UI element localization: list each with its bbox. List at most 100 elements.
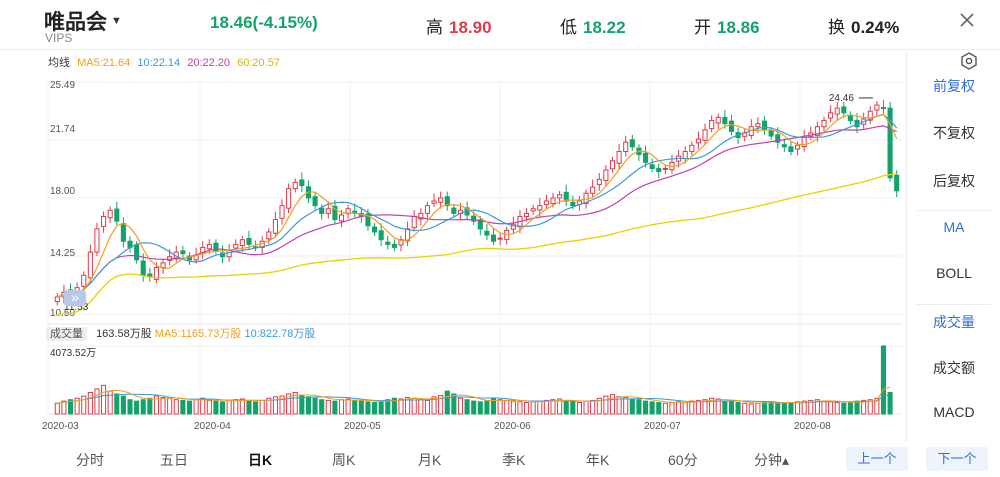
volume-bar bbox=[781, 402, 787, 415]
volume-ma10: 10:822.78万股 bbox=[244, 328, 316, 340]
candle bbox=[391, 243, 397, 248]
volume-bar bbox=[101, 384, 107, 415]
volume-bar bbox=[405, 397, 411, 415]
open-value: 18.86 bbox=[717, 18, 760, 37]
volume-bar bbox=[391, 397, 397, 415]
volume-bar bbox=[140, 399, 146, 415]
high-stat: 高 18.90 bbox=[426, 13, 492, 38]
tab-wuri[interactable]: 五日 bbox=[160, 452, 188, 468]
volume-bar bbox=[424, 399, 430, 415]
candle bbox=[431, 200, 437, 204]
volume-bar bbox=[180, 399, 186, 415]
open-stat: 开 18.86 bbox=[694, 13, 760, 38]
candle bbox=[689, 144, 695, 152]
volume-bar bbox=[54, 402, 60, 415]
candle bbox=[338, 214, 345, 222]
volume-bar bbox=[94, 388, 100, 415]
candle bbox=[471, 215, 477, 222]
close-icon[interactable] bbox=[957, 10, 977, 30]
candle bbox=[847, 114, 853, 122]
volume-bar bbox=[451, 393, 457, 415]
volume-bar bbox=[200, 397, 206, 415]
ma5-value: MA5:21.64 bbox=[77, 57, 131, 69]
candle bbox=[405, 228, 411, 242]
volume-bar bbox=[609, 394, 616, 415]
tab-zhouk[interactable]: 周K bbox=[332, 452, 356, 468]
candle bbox=[887, 107, 893, 179]
settings-gear-icon[interactable] bbox=[960, 52, 978, 70]
volume-bar bbox=[801, 400, 807, 415]
volume-bar bbox=[887, 392, 893, 415]
volume-bar bbox=[808, 399, 814, 415]
next-button[interactable]: 下一个 bbox=[926, 447, 988, 471]
volume-bar bbox=[87, 392, 93, 415]
candle bbox=[623, 141, 629, 152]
volume-bar bbox=[74, 397, 80, 415]
stock-name-selector[interactable]: 唯品会 ▼ bbox=[44, 6, 122, 36]
candle bbox=[728, 120, 735, 132]
candle bbox=[656, 168, 662, 173]
volume-bar bbox=[788, 402, 794, 415]
high-annotation: 24.46 bbox=[829, 93, 854, 104]
volume-bar bbox=[457, 397, 464, 415]
candle bbox=[814, 126, 820, 136]
tab-60fen[interactable]: 60分 bbox=[668, 452, 698, 468]
volume-bar bbox=[378, 400, 384, 415]
candle bbox=[101, 215, 107, 227]
menu-macd[interactable]: MACD bbox=[933, 404, 975, 420]
stock-header: 唯品会 ▼ VIPS 18.46(-4.15%) 高 18.90 低 18.22 开… bbox=[0, 0, 1000, 50]
tab-rik[interactable]: 日K bbox=[248, 452, 273, 468]
volume-bar bbox=[431, 396, 437, 415]
low-label: 低 bbox=[560, 18, 577, 37]
candle bbox=[761, 120, 768, 131]
tab-niank[interactable]: 年K bbox=[586, 452, 610, 468]
candle bbox=[332, 205, 338, 221]
tab-fenzhong[interactable]: 分钟▴ bbox=[754, 452, 790, 468]
y-axis-label: 18.00 bbox=[50, 186, 75, 197]
menu-boll[interactable]: BOLL bbox=[936, 265, 972, 281]
period-tabs: 分时 五日 日K 周K 月K 季K 年K 60分 分钟▴ 上一个 下一个 bbox=[0, 442, 1000, 477]
expand-arrows-icon[interactable]: » bbox=[64, 290, 86, 306]
volume-bar bbox=[775, 402, 781, 415]
volume-bar bbox=[795, 401, 801, 415]
volume-bar bbox=[398, 398, 404, 415]
candle bbox=[537, 205, 543, 211]
volume-bar bbox=[332, 400, 338, 415]
volume-bar bbox=[649, 401, 655, 415]
kline-chart[interactable]: 25.4921.7418.0014.2510.5024.4611.534073.… bbox=[0, 52, 906, 442]
volume-bar bbox=[662, 402, 668, 415]
menu-volume[interactable]: 成交量 bbox=[933, 314, 975, 330]
volume-bar bbox=[841, 402, 847, 415]
candle bbox=[603, 169, 609, 182]
menu-bufuquan[interactable]: 不复权 bbox=[933, 125, 975, 141]
candle bbox=[616, 150, 622, 164]
prev-button[interactable]: 上一个 bbox=[846, 447, 908, 471]
menu-houfuquan[interactable]: 后复权 bbox=[933, 173, 975, 189]
x-axis-label: 2020-07 bbox=[644, 421, 681, 432]
candle bbox=[490, 234, 497, 242]
volume-bar bbox=[246, 400, 252, 415]
candle bbox=[649, 164, 655, 170]
turnover-stat: 换 0.24% bbox=[828, 13, 899, 38]
volume-bar bbox=[642, 400, 649, 415]
menu-qianfuquan[interactable]: 前复权 bbox=[933, 78, 975, 94]
candle bbox=[345, 208, 351, 215]
candle bbox=[153, 267, 159, 280]
volume-current: 163.58万股 bbox=[96, 328, 152, 340]
volume-bar bbox=[715, 398, 721, 415]
volume-label: 成交量 bbox=[46, 327, 87, 341]
volume-bar bbox=[167, 397, 173, 415]
ma60-value: 60:20.57 bbox=[237, 57, 280, 69]
candle bbox=[841, 106, 847, 114]
volume-bar bbox=[623, 397, 629, 415]
tab-yuek[interactable]: 月K bbox=[418, 452, 442, 468]
tab-fenshi[interactable]: 分时 bbox=[76, 452, 104, 468]
volume-bar bbox=[358, 400, 364, 415]
menu-ma[interactable]: MA bbox=[943, 219, 965, 235]
volume-bar bbox=[305, 396, 312, 415]
candle bbox=[530, 208, 536, 212]
tab-jik[interactable]: 季K bbox=[502, 452, 526, 468]
candle bbox=[629, 139, 635, 148]
menu-amount[interactable]: 成交额 bbox=[933, 360, 975, 376]
volume-bar bbox=[735, 402, 741, 415]
